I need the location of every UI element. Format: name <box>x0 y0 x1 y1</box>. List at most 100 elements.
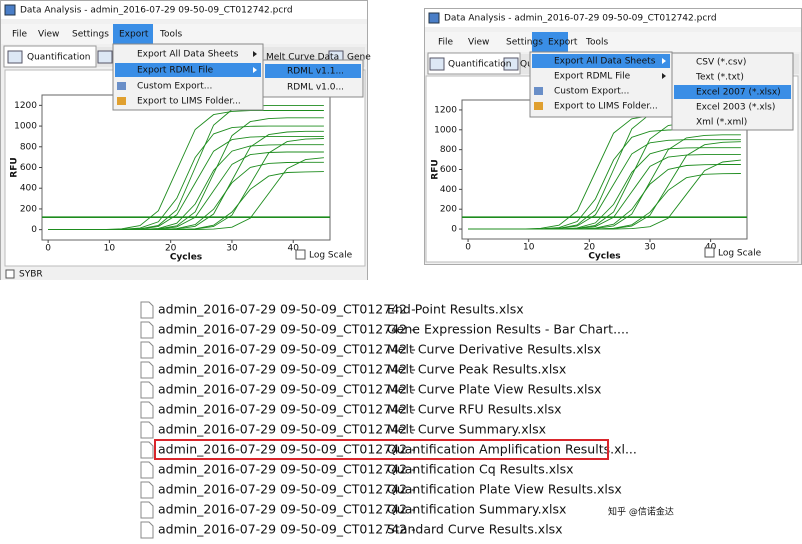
y-tick-label: 800 <box>20 142 37 152</box>
tab-label[interactable]: Quantification <box>27 53 90 63</box>
menu-item[interactable]: Export <box>548 38 578 48</box>
title-bar <box>425 9 801 27</box>
y-tick-label: 400 <box>20 184 37 194</box>
window-title: Data Analysis - admin_2016-07-29 09-50-0… <box>20 6 293 16</box>
menu-item[interactable]: View <box>38 30 59 40</box>
y-tick-label: 0 <box>451 225 457 235</box>
file-name[interactable]: Quantification Summary.xlsx <box>387 502 566 517</box>
watermark: 知乎 @信诺金达 <box>608 506 674 518</box>
file-icon <box>140 501 154 519</box>
file-list: admin_2016-07-29 09-50-09_CT012742 -End … <box>140 301 637 539</box>
file-prefix[interactable]: admin_2016-07-29 09-50-09_CT012742 - <box>158 442 416 457</box>
file-name[interactable]: Melt Curve Summary.xlsx <box>387 422 546 437</box>
plot-frame <box>41 94 331 241</box>
footer-bar <box>1 268 367 280</box>
tab-label[interactable]: Melt Curve Data <box>266 53 339 63</box>
amplification-curve <box>48 104 324 231</box>
file-icon <box>140 521 154 539</box>
y-axis-label: RFU <box>431 159 441 179</box>
plot-area <box>42 104 330 231</box>
log-scale-checkbox[interactable] <box>295 249 306 260</box>
file-name[interactable]: Melt Curve Plate View Results.xlsx <box>387 382 601 397</box>
submenu-item[interactable]: Text (*.txt) <box>695 73 744 83</box>
tab-label[interactable]: Gene <box>347 53 371 63</box>
file-prefix[interactable]: admin_2016-07-29 09-50-09_CT012742 - <box>158 482 416 497</box>
file-name[interactable]: Standard Curve Results.xlsx <box>387 522 563 537</box>
file-icon <box>140 441 154 459</box>
menu-item[interactable]: File <box>12 30 28 40</box>
tab-icon <box>429 57 445 71</box>
menu-item[interactable]: Settings <box>506 38 543 48</box>
dropdown-highlight <box>532 54 670 68</box>
file-prefix[interactable]: admin_2016-07-29 09-50-09_CT012742 - <box>158 322 416 337</box>
menu-item[interactable]: Tools <box>585 38 608 48</box>
y-tick-label: 0 <box>31 225 37 235</box>
file-name[interactable]: End Point Results.xlsx <box>387 302 524 317</box>
submenu-item[interactable]: Xml (*.xml) <box>696 118 747 128</box>
log-scale-checkbox[interactable] <box>704 247 715 258</box>
y-tick-label: 400 <box>440 185 457 195</box>
file-prefix[interactable]: admin_2016-07-29 09-50-09_CT012742 - <box>158 462 416 477</box>
tab-active <box>427 52 521 75</box>
window-title: Data Analysis - admin_2016-07-29 09-50-0… <box>444 14 717 24</box>
menu-item[interactable]: Settings <box>72 30 109 40</box>
dropdown-item[interactable]: Export to LIMS Folder... <box>137 97 241 107</box>
file-name[interactable]: Quantification Amplification Results.xl.… <box>387 442 637 457</box>
file-icon <box>140 321 154 339</box>
tab-icon <box>97 50 113 64</box>
file-prefix[interactable]: admin_2016-07-29 09-50-09_CT012742 - <box>158 422 416 437</box>
file-prefix[interactable]: admin_2016-07-29 09-50-09_CT012742 - <box>158 342 416 357</box>
submenu-highlight <box>674 85 791 99</box>
dropdown-item[interactable]: Export to LIMS Folder... <box>554 102 658 112</box>
file-prefix[interactable]: admin_2016-07-29 09-50-09_CT012742 - <box>158 382 416 397</box>
file-prefix[interactable]: admin_2016-07-29 09-50-09_CT012742 - <box>158 502 416 517</box>
file-prefix[interactable]: admin_2016-07-29 09-50-09_CT012742 - <box>158 402 416 417</box>
x-tick-label: 10 <box>523 243 535 253</box>
y-tick-label: 200 <box>440 205 457 215</box>
submenu-item[interactable]: RDML v1.1... <box>287 67 344 77</box>
y-tick-label: 200 <box>20 204 37 214</box>
dropdown-item[interactable]: Custom Export... <box>137 82 212 92</box>
file-name[interactable]: Melt Curve RFU Results.xlsx <box>387 402 562 417</box>
dropdown-item[interactable]: Export RDML File <box>554 72 631 82</box>
file-name[interactable]: Gene Expression Results - Bar Chart.... <box>387 322 629 337</box>
submenu-item[interactable]: Excel 2003 (*.xls) <box>696 103 775 113</box>
tab-label[interactable]: Quantification <box>448 60 511 70</box>
menu-item[interactable]: Export <box>119 30 149 40</box>
menu-item[interactable]: Tools <box>159 30 182 40</box>
file-name[interactable]: Melt Curve Derivative Results.xlsx <box>387 342 601 357</box>
submenu-item[interactable]: Excel 2007 (*.xlsx) <box>696 88 781 98</box>
tab-label[interactable]: Qu <box>520 60 533 70</box>
dropdown-item[interactable]: Export RDML File <box>137 66 214 76</box>
x-axis-label: Cycles <box>170 253 202 263</box>
file-name[interactable]: Quantification Plate View Results.xlsx <box>387 482 622 497</box>
dropdown-item[interactable]: Export All Data Sheets <box>554 57 656 67</box>
file-icon <box>140 401 154 419</box>
footer-checkbox[interactable] <box>5 269 15 279</box>
app-icon <box>4 4 16 16</box>
x-tick-label: 20 <box>584 243 596 253</box>
file-prefix[interactable]: admin_2016-07-29 09-50-09_CT012742 - <box>158 302 416 317</box>
menu-item-icon <box>117 97 126 105</box>
submenu-arrow <box>662 58 666 64</box>
y-tick-label: 600 <box>20 163 37 173</box>
app-window: Data Analysis - admin_2016-07-29 09-50-0… <box>0 0 371 280</box>
menu-item[interactable]: File <box>438 38 454 48</box>
file-prefix[interactable]: admin_2016-07-29 09-50-09_CT012742 - <box>158 522 416 537</box>
menu-item[interactable]: View <box>468 38 489 48</box>
submenu-item[interactable]: CSV (*.csv) <box>696 58 746 68</box>
y-tick-label: 1200 <box>434 105 457 115</box>
file-name[interactable]: Melt Curve Peak Results.xlsx <box>387 362 566 377</box>
dropdown-item[interactable]: Custom Export... <box>554 87 629 97</box>
file-prefix[interactable]: admin_2016-07-29 09-50-09_CT012742 - <box>158 362 416 377</box>
dropdown-item[interactable]: Export All Data Sheets <box>137 50 239 60</box>
y-tick-label: 1000 <box>14 122 37 132</box>
submenu-item[interactable]: RDML v1.0... <box>287 83 344 93</box>
x-tick-label: 30 <box>226 244 238 254</box>
y-axis-label: RFU <box>10 157 20 177</box>
x-tick-label: 40 <box>288 244 300 254</box>
file-icon <box>140 341 154 359</box>
file-name[interactable]: Quantification Cq Results.xlsx <box>387 462 574 477</box>
tab-icon <box>503 57 519 71</box>
